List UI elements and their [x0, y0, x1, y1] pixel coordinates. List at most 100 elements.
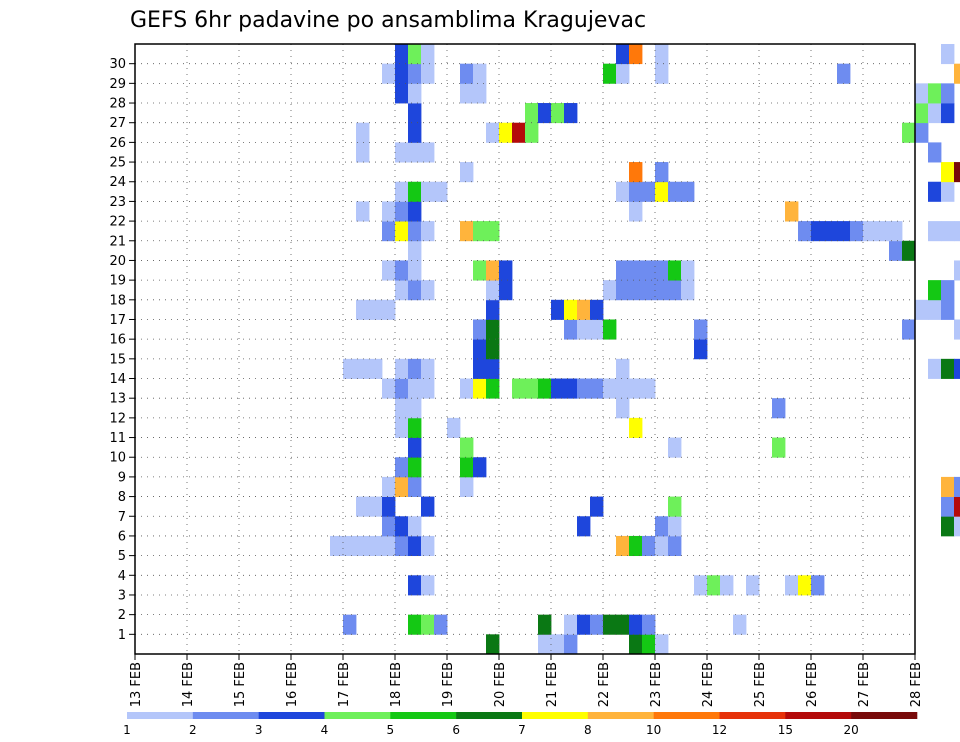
- heatmap-cell: [629, 201, 643, 222]
- heatmap-cell: [954, 496, 960, 517]
- heatmap-cell: [954, 358, 960, 379]
- heatmap-cell: [928, 142, 942, 163]
- x-tick-label: 14 FEB: [181, 662, 196, 707]
- grid-lines: [135, 44, 915, 654]
- heatmap-cell: [863, 221, 877, 242]
- heatmap-cell: [369, 496, 383, 517]
- legend-swatch: [456, 712, 523, 719]
- heatmap-cell: [668, 437, 682, 458]
- heatmap-cell: [421, 378, 435, 399]
- heatmap-cell: [460, 378, 474, 399]
- heatmap-cell: [473, 339, 487, 360]
- x-tick-label: 21 FEB: [545, 662, 560, 707]
- heatmap-cell: [395, 280, 409, 301]
- heatmap-cell: [356, 299, 370, 320]
- y-tick-label: 26: [109, 136, 126, 151]
- heatmap-cell: [525, 103, 539, 124]
- heatmap-cell: [707, 575, 721, 596]
- legend-swatch: [258, 712, 325, 719]
- heatmap-cell: [954, 63, 960, 84]
- heatmap-cell: [915, 103, 929, 124]
- heatmap-cell: [642, 634, 656, 655]
- heatmap-cell: [408, 83, 422, 104]
- y-tick-label: 7: [118, 510, 126, 525]
- heatmap-cell: [382, 221, 396, 242]
- heatmap-cell: [603, 280, 617, 301]
- legend-label: 3: [255, 723, 263, 737]
- legend-swatch: [653, 712, 720, 719]
- legend-label: 4: [321, 723, 329, 737]
- heatmap-cell: [395, 358, 409, 379]
- heatmap-cell: [395, 476, 409, 497]
- heatmap-cell: [577, 516, 591, 537]
- y-tick-label: 10: [109, 451, 126, 466]
- heatmap-cell: [382, 260, 396, 281]
- y-tick-label: 18: [109, 293, 126, 308]
- legend-label: 12: [712, 723, 727, 737]
- x-tick-label: 28 FEB: [909, 662, 924, 707]
- y-tick-label: 6: [118, 529, 126, 544]
- heatmap-cell: [564, 634, 578, 655]
- heatmap-cell: [655, 634, 669, 655]
- heatmap-cell: [629, 44, 643, 65]
- heatmap-cell: [486, 339, 500, 360]
- heatmap-cell: [460, 221, 474, 242]
- y-tick-label: 12: [109, 411, 126, 426]
- legend-label: 10: [646, 723, 661, 737]
- heatmap-cell: [434, 181, 448, 202]
- legend-label: 1: [123, 723, 131, 737]
- heatmap-cell: [954, 319, 960, 340]
- heatmap-cell: [395, 83, 409, 104]
- heatmap-cell: [538, 103, 552, 124]
- heatmap-cell: [408, 457, 422, 478]
- heatmap-cell: [408, 535, 422, 557]
- heatmap-cell: [408, 221, 422, 242]
- heatmap-cell: [421, 63, 435, 84]
- y-tick-label: 5: [118, 549, 126, 564]
- heatmap-cell: [746, 575, 760, 596]
- legend-swatch: [192, 712, 259, 719]
- heatmap-cell: [408, 378, 422, 399]
- heatmap-cell: [343, 614, 357, 635]
- heatmap-cell: [694, 339, 708, 360]
- legend-swatch: [522, 712, 589, 719]
- heatmap-cell: [668, 181, 682, 202]
- heatmap-cell: [577, 614, 591, 635]
- heatmap-cell: [460, 457, 474, 478]
- heatmap-cell: [590, 614, 604, 635]
- heatmap-cell: [512, 122, 526, 143]
- heatmap-cell: [564, 614, 578, 635]
- heatmap-cell: [408, 280, 422, 301]
- heatmap-cell: [408, 358, 422, 379]
- heatmap-cell: [785, 201, 799, 222]
- x-tick-label: 16 FEB: [285, 662, 300, 707]
- heatmap-cell: [499, 260, 513, 281]
- heatmap-cell: [525, 122, 539, 143]
- heatmap-cell: [915, 122, 929, 143]
- heatmap-cell: [694, 319, 708, 340]
- heatmap-cell: [421, 358, 435, 379]
- heatmap-cell: [408, 575, 422, 596]
- heatmap-cell: [629, 280, 643, 301]
- heatmap-cell: [395, 378, 409, 399]
- legend-swatch: [390, 712, 457, 719]
- y-tick-label: 19: [109, 274, 126, 289]
- heatmap-cell: [434, 614, 448, 635]
- heatmap-cell: [421, 142, 435, 163]
- heatmap-cell: [473, 457, 487, 478]
- heatmap-cell: [668, 496, 682, 517]
- heatmap-cell: [629, 378, 643, 399]
- heatmap-cell: [408, 476, 422, 497]
- y-tick-label: 14: [109, 372, 126, 387]
- legend-swatch: [324, 712, 391, 719]
- heatmap-cell: [382, 63, 396, 84]
- heatmap-cell: [655, 63, 669, 84]
- heatmap-cell: [616, 614, 630, 635]
- heatmap-cell: [395, 260, 409, 281]
- heatmap-cell: [642, 280, 656, 301]
- heatmap-cell: [616, 378, 630, 399]
- heatmap-cell: [889, 240, 903, 261]
- heatmap-cell: [941, 476, 955, 497]
- plot-frame: [134, 43, 916, 655]
